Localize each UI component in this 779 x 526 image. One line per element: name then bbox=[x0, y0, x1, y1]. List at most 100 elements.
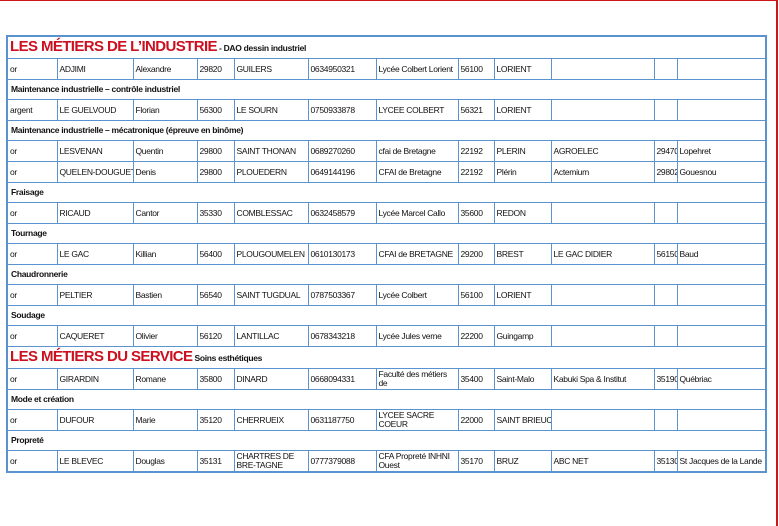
cell-school-postcode: 56100 bbox=[457, 284, 495, 306]
cell-city: LE SOURN bbox=[233, 99, 309, 121]
cell-company-city: Québriac bbox=[676, 368, 767, 390]
category-title: LES MÉTIERS DU SERVICE bbox=[10, 348, 193, 365]
cell-company bbox=[550, 99, 655, 121]
cell-school-city: Plérin bbox=[493, 161, 552, 183]
section-row: Chaudronnerie bbox=[6, 264, 767, 285]
cell-company: Kabuki Spa & Institut bbox=[550, 368, 655, 390]
section-row: Mode et création bbox=[6, 389, 767, 410]
cell-company-city: St Jacques de la Lande bbox=[676, 450, 767, 473]
section-title: Fraisage bbox=[11, 187, 44, 197]
cell-company-city bbox=[676, 99, 767, 121]
cell-phone: 0610130173 bbox=[307, 243, 377, 265]
cell-company: Actemium bbox=[550, 161, 655, 183]
section-title: Maintenance industrielle – contrôle indu… bbox=[11, 84, 180, 94]
table-row: argent LE GUELVOUD Florian 56300 LE SOURN 075… bbox=[6, 99, 767, 121]
cell-last-name: LE BLEVEC bbox=[56, 450, 134, 473]
cell-school: Faculté des métiers de bbox=[375, 368, 459, 390]
table-row: or GIRARDIN Romane 35800 DINARD 0668094331 Fac… bbox=[6, 368, 767, 390]
cell-phone: 0631187750 bbox=[307, 409, 377, 431]
cell-medal: or bbox=[6, 284, 58, 306]
cell-school: CFA Propreté INHNI Ouest bbox=[375, 450, 459, 473]
category-heading-row: LES MÉTIERS DE L’INDUSTRIE - DAO dessin … bbox=[6, 35, 767, 59]
cell-postcode: 29800 bbox=[196, 161, 235, 183]
cell-medal: or bbox=[6, 58, 58, 80]
category-subtitle: Soins esthétiques bbox=[194, 353, 263, 363]
section-row: Maintenance industrielle – mécatronique … bbox=[6, 120, 767, 141]
category-title: LES MÉTIERS DE L’INDUSTRIE bbox=[10, 38, 218, 55]
cell-postcode: 35330 bbox=[196, 202, 235, 224]
cell-school-city: PLERIN bbox=[493, 140, 552, 162]
table-row: or DUFOUR Marie 35120 CHERRUEIX 0631187750 LYC… bbox=[6, 409, 767, 431]
cell-school-city: Guingamp bbox=[493, 325, 552, 347]
cell-company: AGROELEC bbox=[550, 140, 655, 162]
cell-medal: or bbox=[6, 325, 58, 347]
cell-school-postcode: 22200 bbox=[457, 325, 495, 347]
cell-company-postcode bbox=[653, 325, 678, 347]
cell-first-name: Romane bbox=[132, 368, 198, 390]
cell-school: CFAI de Bretagne bbox=[375, 161, 459, 183]
cell-city: SAINT TUGDUAL bbox=[233, 284, 309, 306]
section-row: Propreté bbox=[6, 430, 767, 451]
cell-postcode: 56540 bbox=[196, 284, 235, 306]
cell-company: LE GAC DIDIER bbox=[550, 243, 655, 265]
cell-school-postcode: 56100 bbox=[457, 58, 495, 80]
cell-company: ABC NET bbox=[550, 450, 655, 473]
cell-medal: or bbox=[6, 409, 58, 431]
cell-medal: or bbox=[6, 161, 58, 183]
section-row: Maintenance industrielle – contrôle indu… bbox=[6, 79, 767, 100]
cell-school-postcode: 29200 bbox=[457, 243, 495, 265]
cell-last-name: LE GAC bbox=[56, 243, 134, 265]
section-row: Fraisage bbox=[6, 182, 767, 203]
cell-company-postcode bbox=[653, 202, 678, 224]
cell-city: COMBLESSAC bbox=[233, 202, 309, 224]
cell-medal: or bbox=[6, 202, 58, 224]
cell-first-name: Cantor bbox=[132, 202, 198, 224]
table-row: or CAQUERET Olivier 56120 LANTILLAC 067834321… bbox=[6, 325, 767, 347]
cell-phone: 0632458579 bbox=[307, 202, 377, 224]
cell-medal: or bbox=[6, 243, 58, 265]
cell-postcode: 56400 bbox=[196, 243, 235, 265]
cell-school: LYCEE COLBERT bbox=[375, 99, 459, 121]
cell-last-name: CAQUERET bbox=[56, 325, 134, 347]
cell-last-name: PELTIER bbox=[56, 284, 134, 306]
cell-last-name: LE GUELVOUD bbox=[56, 99, 134, 121]
cell-phone: 0678343218 bbox=[307, 325, 377, 347]
cell-school-postcode: 56321 bbox=[457, 99, 495, 121]
cell-company-postcode: 35190 bbox=[653, 368, 678, 390]
cell-company-city bbox=[676, 202, 767, 224]
cell-first-name: Bastien bbox=[132, 284, 198, 306]
section-title: Propreté bbox=[11, 435, 44, 445]
cell-school: CFAI de BRETAGNE bbox=[375, 243, 459, 265]
cell-school-city: REDON bbox=[493, 202, 552, 224]
cell-medal: or bbox=[6, 368, 58, 390]
cell-school-postcode: 35400 bbox=[457, 368, 495, 390]
cell-postcode: 29820 bbox=[196, 58, 235, 80]
cell-first-name: Marie bbox=[132, 409, 198, 431]
cell-school-postcode: 35600 bbox=[457, 202, 495, 224]
cell-first-name: Quentin bbox=[132, 140, 198, 162]
cell-postcode: 56300 bbox=[196, 99, 235, 121]
cell-phone: 0750933878 bbox=[307, 99, 377, 121]
cell-school: Lycée Marcel Callo bbox=[375, 202, 459, 224]
cell-last-name: RICAUD bbox=[56, 202, 134, 224]
cell-company-city: Gouesnou bbox=[676, 161, 767, 183]
table-row: or ADJIMI Alexandre 29820 GUILERS 0634950321 L… bbox=[6, 58, 767, 80]
table-row: or PELTIER Bastien 56540 SAINT TUGDUAL 078750… bbox=[6, 284, 767, 306]
cell-first-name: Olivier bbox=[132, 325, 198, 347]
cell-postcode: 35120 bbox=[196, 409, 235, 431]
cell-school-city: Saint-Malo bbox=[493, 368, 552, 390]
cell-company-city bbox=[676, 409, 767, 431]
cell-company-city: Baud bbox=[676, 243, 767, 265]
cell-company bbox=[550, 284, 655, 306]
cell-first-name: Florian bbox=[132, 99, 198, 121]
cell-city: PLOUEDERN bbox=[233, 161, 309, 183]
results-table: LES MÉTIERS DE L’INDUSTRIE - DAO dessin … bbox=[6, 35, 768, 473]
cell-company-postcode: 56150 bbox=[653, 243, 678, 265]
table-row: or QUELEN-DOUGUET Denis 29800 PLOUEDERN 06491… bbox=[6, 161, 767, 183]
cell-phone: 0777379088 bbox=[307, 450, 377, 473]
cell-company-city bbox=[676, 325, 767, 347]
section-title: Chaudronnerie bbox=[11, 269, 68, 279]
cell-school-city: LORIENT bbox=[493, 99, 552, 121]
cell-city: PLOUGOUMELEN bbox=[233, 243, 309, 265]
cell-company-postcode bbox=[653, 284, 678, 306]
